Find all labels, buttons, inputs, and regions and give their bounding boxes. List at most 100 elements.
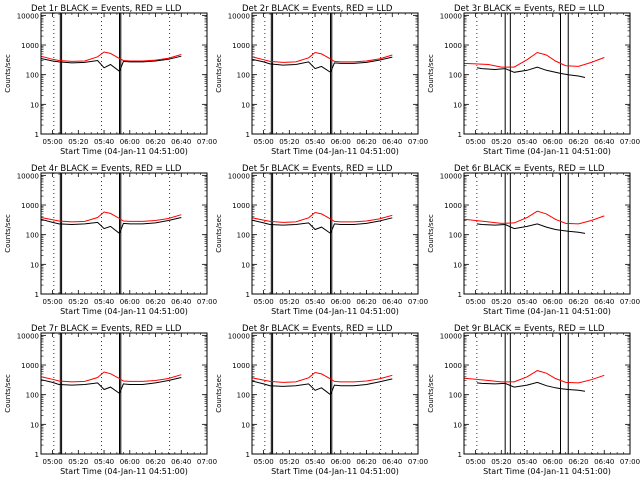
- x-axis-label: Start Time (04-Jan-11 04:51:00): [60, 147, 188, 156]
- x-tick-label: 06:00: [331, 138, 351, 146]
- x-tick-label: 05:20: [491, 138, 511, 146]
- y-tick-label: 1000: [232, 202, 250, 210]
- x-tick-label: 06:00: [543, 298, 563, 306]
- y-axis-label: Counts/sec: [427, 214, 435, 253]
- x-tick-label: 06:20: [145, 138, 165, 146]
- x-tick-label: 05:00: [253, 138, 273, 146]
- y-tick-label: 100: [26, 392, 39, 400]
- x-tick-label: 06:40: [171, 458, 191, 466]
- plot-frame: [251, 172, 419, 295]
- x-axis-label: Start Time (04-Jan-11 04:51:00): [271, 147, 399, 156]
- y-tick-label: 10000: [440, 332, 462, 340]
- plot-frame: [251, 12, 419, 135]
- x-axis-label: Start Time (04-Jan-11 04:51:00): [483, 147, 611, 156]
- x-tick-label: 06:40: [594, 458, 614, 466]
- x-tick-label: 07:00: [408, 138, 428, 146]
- chart-panel-1: Det 1r BLACK = Events, RED = LLD Counts/s…: [4, 4, 217, 156]
- y-tick-label: 1: [458, 131, 462, 139]
- chart-title: Det 8r BLACK = Events, RED = LLD: [242, 324, 393, 334]
- x-tick-label: 05:40: [517, 458, 537, 466]
- x-tick-label: 06:40: [171, 138, 191, 146]
- series-line-red: [251, 371, 393, 383]
- plot-frame: [463, 172, 631, 295]
- x-tick-label: 06:20: [356, 298, 376, 306]
- x-tick-label: 07:00: [408, 458, 428, 466]
- plot-frame: [463, 332, 631, 455]
- y-tick-label: 10: [453, 421, 462, 429]
- y-axis-label: Counts/sec: [427, 54, 435, 93]
- chart-panel-5: Det 5r BLACK = Events, RED = LLD Counts/s…: [215, 164, 428, 316]
- x-tick-label: 06:40: [382, 458, 402, 466]
- y-tick-label: 100: [449, 392, 462, 400]
- x-tick-label: 05:00: [465, 458, 485, 466]
- x-tick-label: 05:20: [279, 458, 299, 466]
- x-tick-label: 06:40: [171, 298, 191, 306]
- x-tick-label: 05:40: [94, 458, 114, 466]
- x-axis-label: Start Time (04-Jan-11 04:51:00): [271, 467, 399, 476]
- x-tick-label: 06:20: [568, 138, 588, 146]
- y-tick-label: 100: [26, 232, 39, 240]
- chart-title: Det 4r BLACK = Events, RED = LLD: [31, 164, 182, 174]
- x-tick-label: 05:40: [94, 298, 114, 306]
- x-tick-label: 06:40: [594, 298, 614, 306]
- chart-title: Det 3r BLACK = Events, RED = LLD: [454, 4, 605, 14]
- x-tick-label: 05:40: [94, 138, 114, 146]
- x-tick-label: 06:00: [331, 298, 351, 306]
- y-axis-label: Counts/sec: [427, 374, 435, 413]
- x-tick-label: 06:00: [543, 458, 563, 466]
- x-tick-label: 06:00: [120, 458, 140, 466]
- x-tick-label: 05:40: [305, 458, 325, 466]
- y-tick-label: 1: [246, 451, 250, 459]
- chart-panel-7: Det 7r BLACK = Events, RED = LLD Counts/s…: [4, 324, 217, 476]
- plot-frame: [463, 12, 631, 135]
- y-axis-label: Counts/sec: [4, 214, 12, 253]
- y-tick-label: 100: [237, 392, 250, 400]
- x-tick-label: 06:40: [382, 138, 402, 146]
- y-axis-label: Counts/sec: [215, 374, 223, 413]
- y-tick-label: 1000: [232, 42, 250, 50]
- y-tick-label: 10000: [440, 12, 462, 20]
- x-tick-label: 06:20: [568, 298, 588, 306]
- x-tick-label: 05:00: [465, 138, 485, 146]
- y-axis-label: Counts/sec: [215, 54, 223, 93]
- x-tick-label: 05:00: [465, 298, 485, 306]
- plot-frame: [40, 12, 208, 135]
- series-line-red: [251, 51, 393, 63]
- y-tick-label: 1: [35, 291, 39, 299]
- chart-title: Det 5r BLACK = Events, RED = LLD: [242, 164, 393, 174]
- y-tick-label: 100: [237, 232, 250, 240]
- y-tick-label: 10: [241, 421, 250, 429]
- y-tick-label: 10000: [228, 172, 250, 180]
- y-tick-label: 100: [26, 72, 39, 80]
- y-tick-label: 1: [246, 131, 250, 139]
- series-line-red: [463, 370, 605, 384]
- y-tick-label: 10000: [228, 332, 250, 340]
- x-tick-label: 05:00: [253, 458, 273, 466]
- chart-panel-4: Det 4r BLACK = Events, RED = LLD Counts/s…: [4, 164, 217, 316]
- y-tick-label: 10: [453, 101, 462, 109]
- series-line-black: [476, 223, 586, 234]
- series-line-black: [251, 56, 393, 74]
- y-tick-label: 10000: [17, 332, 39, 340]
- y-tick-label: 1000: [21, 362, 39, 370]
- chart-title: Det 7r BLACK = Events, RED = LLD: [31, 324, 182, 334]
- x-tick-label: 07:00: [620, 458, 640, 466]
- y-tick-label: 1000: [444, 42, 462, 50]
- y-tick-label: 1: [458, 291, 462, 299]
- y-tick-label: 100: [237, 72, 250, 80]
- x-tick-label: 06:40: [382, 298, 402, 306]
- y-tick-label: 100: [449, 72, 462, 80]
- y-axis-label: Counts/sec: [4, 374, 12, 413]
- series-line-red: [463, 210, 605, 225]
- x-tick-label: 05:40: [517, 298, 537, 306]
- x-tick-label: 05:00: [42, 458, 62, 466]
- plot-frame: [40, 332, 208, 455]
- x-tick-label: 05:40: [305, 298, 325, 306]
- y-tick-label: 1000: [444, 202, 462, 210]
- plot-frame: [40, 172, 208, 295]
- x-tick-label: 07:00: [197, 138, 217, 146]
- chart-title: Det 2r BLACK = Events, RED = LLD: [242, 4, 393, 14]
- x-tick-label: 07:00: [197, 458, 217, 466]
- x-axis-label: Start Time (04-Jan-11 04:51:00): [60, 307, 188, 316]
